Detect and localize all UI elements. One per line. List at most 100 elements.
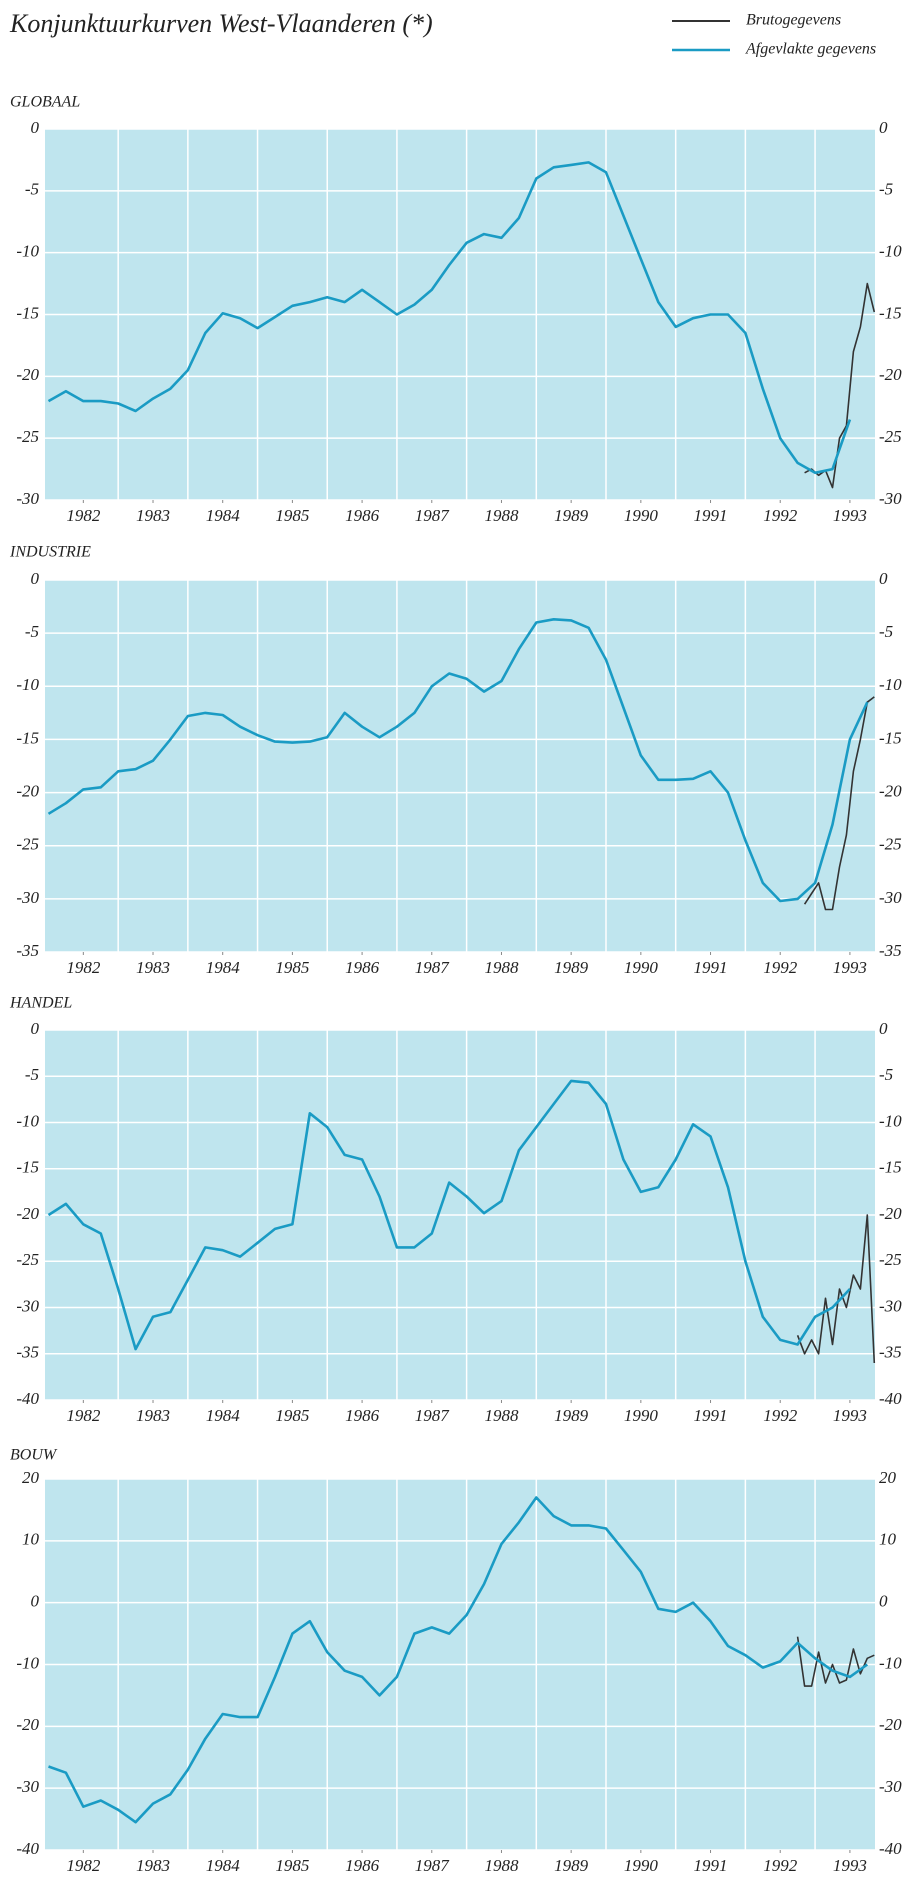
y2-tick-label: -40 [879,1839,902,1858]
y2-tick-label: -40 [879,1389,902,1408]
x-tick-label: 1990 [624,1856,659,1875]
x-tick-label: 1986 [345,958,380,977]
y-tick-label: -20 [16,1715,39,1734]
y2-tick-label: -20 [879,1204,902,1223]
y2-tick-label: -10 [879,242,902,261]
series-line [796,1214,876,1364]
x-tick-label: 1988 [484,1406,519,1425]
series-line [48,1496,869,1824]
y-tick-label: -40 [16,1839,39,1858]
x-tick-label: 1992 [763,506,798,525]
y-tick-label: -5 [25,1065,39,1084]
x-tick-label: 1990 [624,506,659,525]
x-tick-label: 1985 [275,958,309,977]
x-tick-label: 1993 [833,1856,867,1875]
y-tick-label: -10 [16,1653,39,1672]
series-line [803,696,875,911]
x-tick-label: 1984 [206,958,241,977]
y2-tick-label: -20 [879,1715,902,1734]
series-line [47,617,869,903]
y-tick-label: -30 [16,888,39,907]
x-tick-label: 1987 [415,958,451,977]
y-tick-label: -15 [16,1158,39,1177]
y2-tick-label: -10 [879,1111,902,1130]
x-tick-label: 1987 [415,1856,451,1875]
y2-tick-label: -15 [879,1158,902,1177]
x-tick-label: 1990 [624,958,659,977]
series-line [47,1079,851,1351]
panel-title: BOUW [10,1447,58,1464]
y2-tick-label: 20 [879,1468,897,1487]
y-tick-label: -25 [16,835,39,854]
x-tick-label: 1991 [694,958,728,977]
y2-tick-label: 10 [879,1530,897,1549]
x-tick-label: 1987 [415,1406,451,1425]
x-tick-label: 1982 [66,1406,101,1425]
y2-tick-label: -25 [879,1250,902,1269]
x-tick-label: 1982 [66,1856,101,1875]
y2-tick-label: -30 [879,1777,902,1796]
x-tick-label: 1992 [763,1406,798,1425]
y-tick-label: 0 [31,1019,40,1038]
x-tick-label: 1989 [554,1406,589,1425]
panel-title: INDUSTRIE [9,544,91,561]
x-tick-label: 1986 [345,506,380,525]
x-tick-label: 1993 [833,1406,867,1425]
x-tick-label: 1983 [136,958,170,977]
y2-tick-label: -20 [879,781,902,800]
x-tick-label: 1983 [136,506,170,525]
y-tick-label: -35 [16,1343,39,1362]
panel-title: HANDEL [9,995,72,1012]
y-tick-label: 10 [22,1530,40,1549]
legend-label: Afgevlakte gegevens [745,41,876,58]
x-tick-label: 1988 [484,506,519,525]
y2-tick-label: -5 [879,1065,893,1084]
y2-tick-label: -35 [879,941,902,960]
y2-tick-label: 0 [879,1592,888,1611]
x-tick-label: 1988 [484,958,519,977]
y2-tick-label: -30 [879,1296,902,1315]
y-tick-label: -30 [16,1777,39,1796]
x-tick-label: 1993 [833,506,867,525]
panel-title: GLOBAAL [10,94,80,111]
y-tick-label: -30 [16,1296,39,1315]
x-tick-label: 1989 [554,506,589,525]
x-tick-label: 1984 [206,506,241,525]
x-tick-label: 1992 [763,958,798,977]
y2-tick-label: 0 [879,569,888,588]
y2-tick-label: 0 [879,118,888,137]
page-title: Konjunktuurkurven West-Vlaanderen (*) [9,9,433,38]
y2-tick-label: -5 [879,180,893,199]
y2-tick-label: -35 [879,1343,902,1362]
x-tick-label: 1984 [206,1406,241,1425]
x-tick-label: 1985 [275,506,309,525]
x-tick-label: 1986 [345,1856,380,1875]
y2-tick-label: -30 [879,489,902,508]
x-tick-label: 1986 [345,1406,380,1425]
legend-label: Brutogegevens [746,12,841,29]
y2-tick-label: -10 [879,1653,902,1672]
x-tick-label: 1983 [136,1406,170,1425]
x-tick-label: 1987 [415,506,451,525]
y-tick-label: -25 [16,427,39,446]
x-tick-label: 1993 [833,958,867,977]
x-tick-label: 1990 [624,1406,659,1425]
y-tick-label: 0 [31,118,40,137]
y2-tick-label: 0 [879,1019,888,1038]
x-tick-label: 1988 [484,1856,519,1875]
y-tick-label: 0 [31,569,40,588]
series-line [796,1636,875,1687]
y-tick-label: -20 [16,365,39,384]
y-tick-label: -20 [16,781,39,800]
y-tick-label: -40 [16,1389,39,1408]
y-tick-label: -25 [16,1250,39,1269]
x-tick-label: 1991 [694,1406,728,1425]
y-tick-label: -10 [16,675,39,694]
y-tick-label: -30 [16,489,39,508]
y2-tick-label: -10 [879,675,902,694]
y-tick-label: -5 [25,622,39,641]
y2-tick-label: -15 [879,728,902,747]
y2-tick-label: -25 [879,427,902,446]
y2-tick-label: -5 [879,622,893,641]
y2-tick-label: -15 [879,303,902,322]
